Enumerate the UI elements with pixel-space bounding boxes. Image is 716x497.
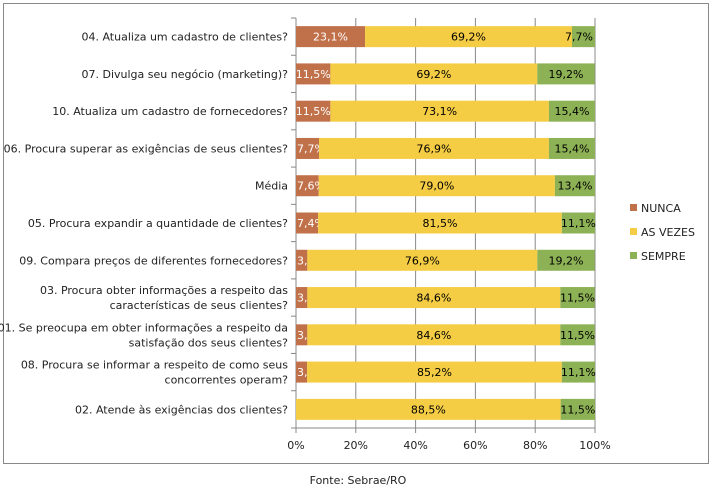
data-label: 7,7%	[297, 142, 325, 155]
data-label: 84,6%	[416, 329, 451, 342]
bar-segment	[296, 249, 308, 271]
bar-segment	[548, 100, 595, 122]
category-label: 09. Compara preços de diferentes fornece…	[19, 254, 288, 267]
bar-segment	[561, 361, 595, 383]
bar-segment	[296, 361, 308, 383]
data-label: 85,2%	[417, 366, 452, 379]
category-label: 08. Procura se informar a respeito de co…	[21, 359, 288, 387]
data-label: 15,4%	[555, 105, 590, 118]
bar-segment	[296, 212, 319, 234]
bar-segment	[296, 175, 319, 197]
bar-segment	[296, 398, 561, 420]
category-label: 10. Atualiza um cadastro de fornecedores…	[52, 105, 288, 118]
category-label: 06. Procura superar as exigências de seu…	[4, 142, 289, 155]
bar-segment	[560, 398, 595, 420]
bar-segment	[561, 212, 595, 234]
data-label: 15,4%	[555, 142, 590, 155]
category-label: 04. Atualiza um cadastro de clientes?	[81, 31, 288, 44]
x-tick-label: 60%	[463, 439, 487, 452]
bar-segment	[560, 287, 595, 309]
category-label: 07. Divulga seu negócio (marketing)?	[82, 68, 289, 81]
data-label: 13,4%	[557, 180, 592, 193]
legend-swatch	[630, 228, 637, 235]
data-label: 69,2%	[416, 68, 451, 81]
bar-segment	[296, 26, 366, 48]
category-label: 02. Atende às exigências dos clientes?	[75, 403, 288, 416]
data-label: 11,1%	[561, 217, 596, 230]
data-label: 7,4%	[297, 217, 325, 230]
bar-segment	[296, 63, 331, 85]
data-label: 73,1%	[422, 105, 457, 118]
data-label: 7,7%	[565, 31, 593, 44]
category-label: 01. Se preocupa em obter informações a r…	[0, 321, 288, 349]
bar-segment	[318, 212, 562, 234]
bar-segment	[296, 137, 320, 159]
data-label: 84,6%	[416, 292, 451, 305]
bar-segment	[554, 175, 595, 197]
data-label: 76,9%	[417, 142, 452, 155]
data-label: 23,1%	[313, 31, 348, 44]
bar-segment	[365, 26, 572, 48]
bar-segment	[330, 100, 549, 122]
data-label: 11,5%	[296, 105, 331, 118]
bar-segment	[307, 324, 561, 346]
data-label: 81,5%	[422, 217, 457, 230]
data-label: 11,5%	[560, 403, 595, 416]
x-tick-label: 20%	[344, 439, 368, 452]
x-tick-label: 80%	[523, 439, 547, 452]
stacked-bar-chart: 0% 20% 40% 60% 80% 100% 04. Atualiza um cadast…	[0, 3, 709, 464]
bar-segment	[319, 137, 549, 159]
data-label: 69,2%	[451, 31, 486, 44]
category-label: Média	[255, 180, 288, 193]
category-label: 03. Procura obter informações a respeito…	[40, 284, 288, 312]
bar-segment	[560, 324, 595, 346]
source-note: Fonte: Sebrae/RO	[309, 474, 407, 487]
data-label: 76,9%	[405, 254, 440, 267]
legend-label: SEMPRE	[641, 250, 686, 263]
legend-label: AS VEZES	[641, 226, 695, 239]
bar-segment	[330, 63, 538, 85]
data-label: 88,5%	[411, 403, 446, 416]
data-label: 19,2%	[549, 254, 584, 267]
bar-segment	[296, 324, 308, 346]
bar-segment	[537, 63, 595, 85]
bar-segment	[307, 361, 562, 383]
bar-segment	[548, 137, 595, 159]
data-label: 7,6%	[297, 180, 325, 193]
legend-swatch	[630, 252, 637, 259]
bar-segment	[318, 175, 555, 197]
bar-segment	[296, 287, 308, 309]
bar-segment	[296, 100, 331, 122]
bar-segment	[307, 287, 561, 309]
bar-segment	[537, 249, 595, 271]
bar-segment	[307, 249, 538, 271]
data-label: 79,0%	[419, 180, 454, 193]
legend-swatch	[630, 204, 637, 211]
x-tick-label: 0%	[287, 439, 304, 452]
data-label: 19,2%	[549, 68, 584, 81]
x-tick-label: 100%	[579, 439, 610, 452]
data-label: 11,5%	[560, 292, 595, 305]
data-label: 11,5%	[560, 329, 595, 342]
legend-label: NUNCA	[641, 202, 681, 215]
data-label: 11,1%	[561, 366, 596, 379]
data-label: 11,5%	[296, 68, 331, 81]
bar-segment	[571, 26, 595, 48]
x-tick-label: 40%	[403, 439, 427, 452]
category-label: 05. Procura expandir a quantidade de cli…	[28, 217, 288, 230]
